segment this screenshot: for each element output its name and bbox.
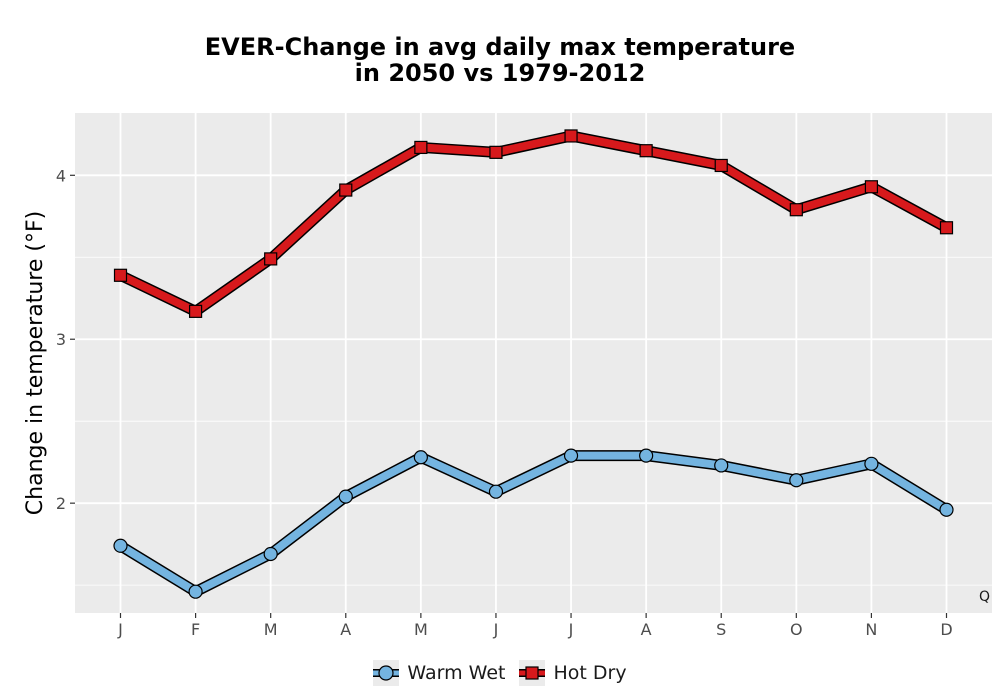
grid-lines [75,113,992,613]
data-point [864,180,879,194]
series-line [116,451,951,596]
chart-title-line-2: in 2050 vs 1979-2012 [354,59,646,87]
x-tick-label: J [493,620,499,639]
data-point [413,450,428,465]
data-point [789,473,804,488]
x-tick-label: A [641,620,652,639]
y-tick-label: 3 [56,330,66,349]
series-layer [113,129,954,599]
data-point [339,183,353,197]
data-point [714,158,728,173]
data-point [113,538,128,553]
legend-key-hot-dry [519,660,546,686]
data-point [188,584,203,599]
data-point [113,268,128,282]
x-tick-label: J [568,620,574,639]
data-point [789,203,803,217]
data-point [639,448,654,463]
legend-label-hot-dry: Hot Dry [553,662,627,684]
data-point [864,456,879,471]
x-tick-label: S [716,620,726,639]
data-point [714,458,729,473]
x-tick-label: D [940,620,952,639]
data-point [563,448,579,463]
data-point [338,489,353,504]
legend-key-warm-wet [373,660,400,686]
data-point [264,252,278,266]
data-point [488,484,504,499]
data-point [188,304,203,318]
series-warm-wet [113,448,954,599]
x-tick-label: J [117,620,123,639]
chart-title-line-1: EVER-Change in avg daily max temperature [204,33,796,61]
legend-label-warm-wet: Warm Wet [407,662,506,684]
axes: 2 3 4 J F M A M J J A S O N D [56,166,953,639]
series-hot-dry [113,129,954,318]
y-tick-label: 4 [56,166,66,185]
x-tick-label: F [191,620,200,639]
x-tick-label: A [340,620,351,639]
corner-note: Q [979,589,991,605]
data-point [414,140,428,155]
data-point [489,145,503,159]
series-line [116,131,951,316]
y-axis-label: Change in temperature (°F) [23,211,48,515]
data-point [939,502,954,517]
data-point [939,221,954,235]
x-tick-label: O [790,620,803,639]
y-tick-label: 2 [56,494,66,513]
legend: Warm Wet Hot Dry [0,658,1000,688]
x-tick-label: M [414,620,428,639]
data-point [639,144,653,158]
x-tick-label: N [865,620,877,639]
data-point [263,546,278,562]
legend-item-warm-wet: Warm Wet [373,660,505,686]
legend-item-hot-dry: Hot Dry [519,660,627,686]
x-tick-label: M [264,620,278,639]
data-point [564,129,578,143]
